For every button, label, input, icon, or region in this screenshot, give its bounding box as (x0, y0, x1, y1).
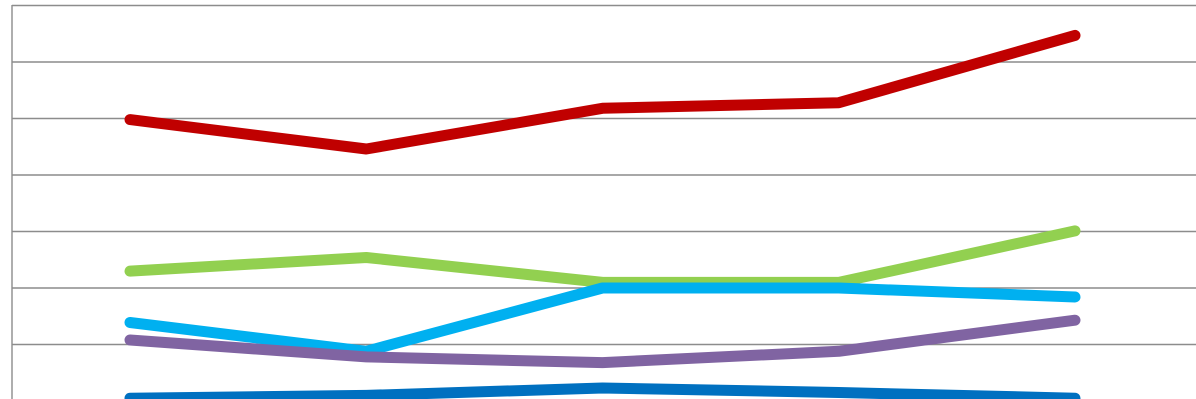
series-line-1 (124, 29, 1081, 155)
series-line-3 (124, 282, 1081, 357)
series-lines (124, 29, 1081, 399)
series-line-4 (124, 314, 1081, 369)
series-line-5 (124, 382, 1081, 399)
gridlines (12, 4, 1196, 346)
series-line-2 (124, 225, 1081, 288)
